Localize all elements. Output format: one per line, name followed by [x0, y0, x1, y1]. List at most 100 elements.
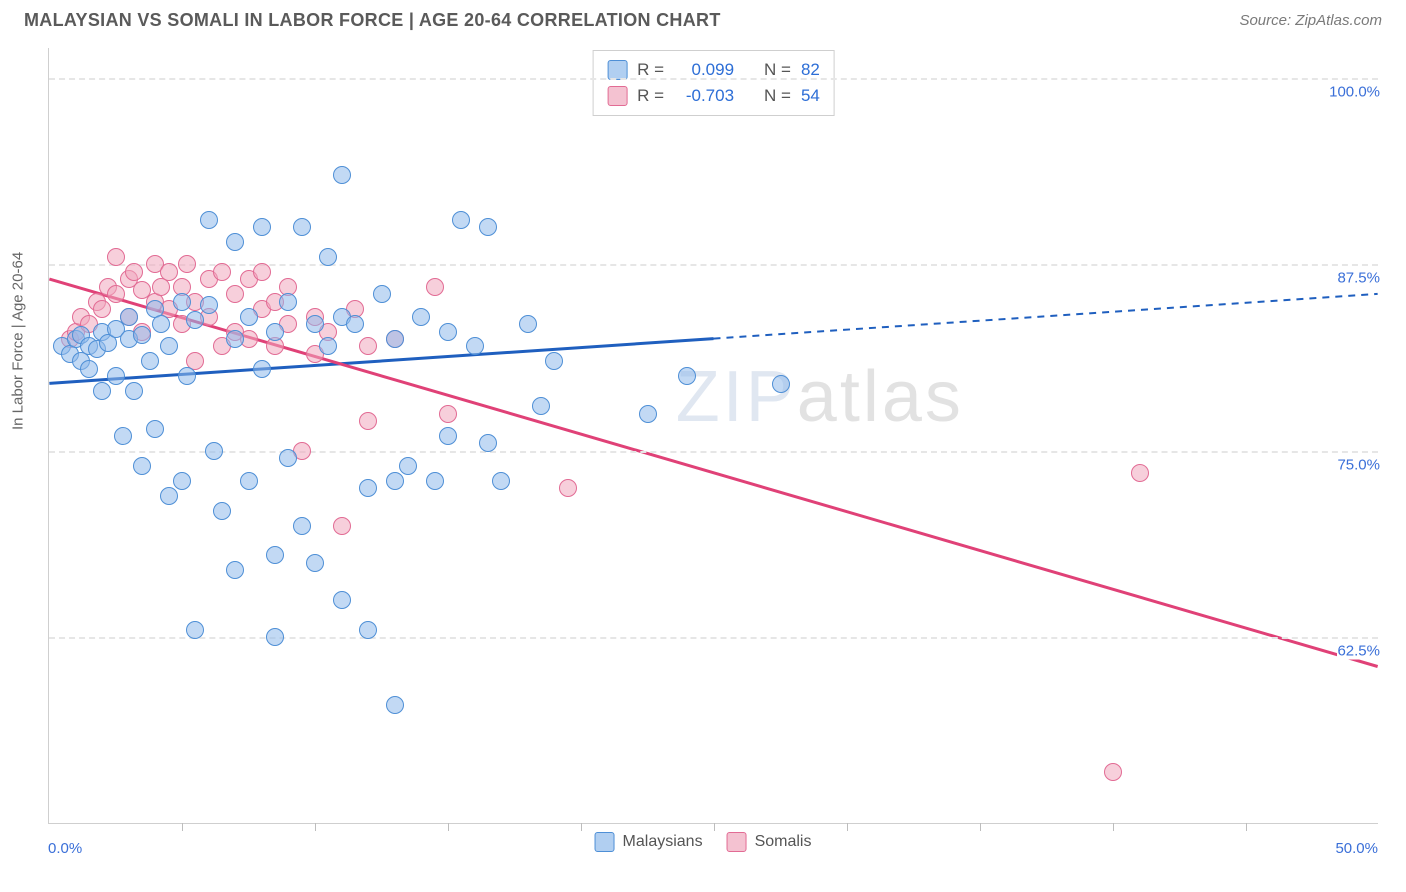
y-tick-label: 100.0% — [1329, 83, 1380, 100]
data-point-blue — [412, 308, 430, 326]
data-point-blue — [279, 293, 297, 311]
data-point-pink — [426, 278, 444, 296]
data-point-pink — [107, 248, 125, 266]
data-point-blue — [306, 554, 324, 572]
data-point-blue — [226, 330, 244, 348]
data-point-blue — [173, 472, 191, 490]
data-point-pink — [93, 300, 111, 318]
watermark-right: atlas — [797, 357, 964, 437]
data-point-blue — [226, 233, 244, 251]
data-point-pink — [160, 263, 178, 281]
data-point-blue — [133, 326, 151, 344]
x-tick — [980, 823, 981, 831]
data-point-blue — [266, 628, 284, 646]
data-point-blue — [213, 502, 231, 520]
gridline — [49, 451, 1378, 453]
legend-row-pink: R = -0.703 N = 54 — [607, 83, 820, 109]
data-point-blue — [186, 311, 204, 329]
data-point-blue — [240, 472, 258, 490]
data-point-pink — [178, 255, 196, 273]
x-tick — [847, 823, 848, 831]
data-point-blue — [439, 323, 457, 341]
data-point-blue — [279, 449, 297, 467]
data-point-blue — [293, 517, 311, 535]
trend-lines — [49, 48, 1378, 823]
data-point-blue — [200, 296, 218, 314]
data-point-blue — [373, 285, 391, 303]
data-point-blue — [293, 218, 311, 236]
data-point-blue — [399, 457, 417, 475]
data-point-blue — [152, 315, 170, 333]
data-point-blue — [141, 352, 159, 370]
data-point-pink — [107, 285, 125, 303]
data-point-blue — [240, 308, 258, 326]
data-point-blue — [200, 211, 218, 229]
legend-swatch-pink — [727, 832, 747, 852]
data-point-blue — [173, 293, 191, 311]
data-point-blue — [346, 315, 364, 333]
data-point-pink — [333, 517, 351, 535]
data-point-blue — [386, 330, 404, 348]
data-point-blue — [120, 308, 138, 326]
x-tick — [1113, 823, 1114, 831]
x-tick — [182, 823, 183, 831]
data-point-blue — [386, 696, 404, 714]
data-point-blue — [492, 472, 510, 490]
source-label: Source: ZipAtlas.com — [1239, 12, 1382, 29]
legend-swatch-blue — [595, 832, 615, 852]
data-point-blue — [107, 367, 125, 385]
chart-title: MALAYSIAN VS SOMALI IN LABOR FORCE | AGE… — [24, 10, 721, 31]
data-point-blue — [452, 211, 470, 229]
data-point-blue — [205, 442, 223, 460]
data-point-blue — [519, 315, 537, 333]
data-point-blue — [545, 352, 563, 370]
data-point-blue — [319, 337, 337, 355]
data-point-blue — [479, 218, 497, 236]
data-point-blue — [639, 405, 657, 423]
n-label: N = — [764, 83, 791, 109]
scatter-chart: R = 0.099 N = 82 R = -0.703 N = 54 ZIPat… — [48, 48, 1378, 824]
data-point-blue — [466, 337, 484, 355]
data-point-pink — [559, 479, 577, 497]
data-point-pink — [226, 285, 244, 303]
x-tick — [315, 823, 316, 831]
data-point-blue — [772, 375, 790, 393]
data-point-blue — [114, 427, 132, 445]
y-tick-label: 87.5% — [1337, 270, 1380, 287]
data-point-blue — [479, 434, 497, 452]
r-label: R = — [637, 83, 664, 109]
data-point-blue — [678, 367, 696, 385]
data-point-pink — [359, 337, 377, 355]
data-point-blue — [359, 621, 377, 639]
legend-item-somalis: Somalis — [727, 832, 812, 852]
x-axis-min-label: 0.0% — [48, 840, 82, 857]
data-point-blue — [80, 360, 98, 378]
series-legend: Malaysians Somalis — [595, 832, 812, 852]
data-point-blue — [306, 315, 324, 333]
gridline — [49, 264, 1378, 266]
data-point-blue — [532, 397, 550, 415]
gridline — [49, 637, 1378, 639]
data-point-blue — [93, 382, 111, 400]
data-point-blue — [266, 323, 284, 341]
data-point-blue — [439, 427, 457, 445]
data-point-pink — [359, 412, 377, 430]
legend-item-malaysians: Malaysians — [595, 832, 703, 852]
data-point-pink — [439, 405, 457, 423]
data-point-blue — [178, 367, 196, 385]
data-point-blue — [160, 487, 178, 505]
data-point-blue — [146, 420, 164, 438]
watermark-left: ZIP — [676, 357, 797, 437]
correlation-legend: R = 0.099 N = 82 R = -0.703 N = 54 — [592, 50, 835, 116]
data-point-pink — [1131, 464, 1149, 482]
data-point-blue — [226, 561, 244, 579]
data-point-blue — [266, 546, 284, 564]
data-point-blue — [253, 218, 271, 236]
data-point-blue — [186, 621, 204, 639]
data-point-pink — [125, 263, 143, 281]
data-point-blue — [125, 382, 143, 400]
data-point-blue — [319, 248, 337, 266]
y-tick-label: 62.5% — [1337, 643, 1380, 660]
x-tick — [448, 823, 449, 831]
y-tick-label: 75.0% — [1337, 456, 1380, 473]
